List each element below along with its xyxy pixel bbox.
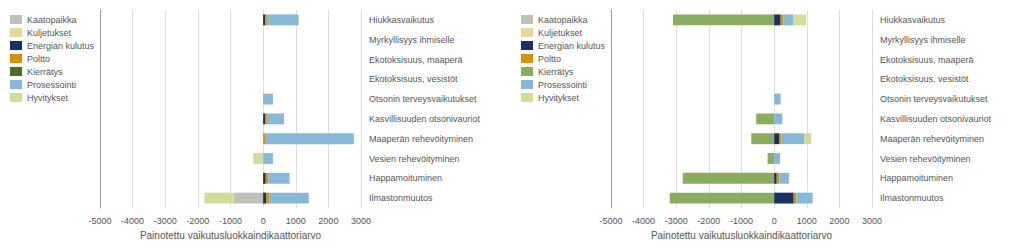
svg-text:Painotettu vaikutusluokkaindik: Painotettu vaikutusluokkaindikaattoriarv…: [651, 230, 833, 241]
svg-text:Kaatopaikka: Kaatopaikka: [27, 15, 77, 25]
svg-text:Hiukkasvaikutus: Hiukkasvaikutus: [880, 15, 946, 25]
svg-text:Ekotoksisuus, vesistöt: Ekotoksisuus, vesistöt: [369, 74, 458, 84]
svg-text:Ilmastonmuutos: Ilmastonmuutos: [369, 193, 433, 203]
svg-text:2000: 2000: [829, 216, 849, 226]
svg-text:Ekotoksisuus, vesistöt: Ekotoksisuus, vesistöt: [880, 74, 969, 84]
svg-text:-3000: -3000: [154, 216, 177, 226]
svg-text:Ekotoksisuus, maaperä: Ekotoksisuus, maaperä: [369, 55, 463, 65]
svg-text:Painotettu vaikutusluokkaindik: Painotettu vaikutusluokkaindikaattoriarv…: [140, 230, 322, 241]
svg-text:Myrkyllisyys ihmiselle: Myrkyllisyys ihmiselle: [880, 35, 966, 45]
svg-text:Kierrätys: Kierrätys: [538, 67, 574, 77]
svg-text:Energian kulutus: Energian kulutus: [538, 41, 606, 51]
svg-text:Kaatopaikka: Kaatopaikka: [538, 15, 588, 25]
svg-text:-5000: -5000: [88, 216, 111, 226]
svg-text:1000: 1000: [286, 216, 306, 226]
svg-text:Kuljetukset: Kuljetukset: [27, 28, 72, 38]
svg-text:Poltto: Poltto: [538, 54, 561, 64]
svg-text:-2000: -2000: [697, 216, 720, 226]
svg-text:Hiukkasvaikutus: Hiukkasvaikutus: [369, 15, 435, 25]
svg-text:3000: 3000: [351, 216, 371, 226]
svg-text:Ilmastonmuutos: Ilmastonmuutos: [880, 193, 944, 203]
svg-text:-3000: -3000: [665, 216, 688, 226]
svg-text:Poltto: Poltto: [27, 54, 50, 64]
svg-text:Kasvillisuuden otsonivauriot: Kasvillisuuden otsonivauriot: [369, 114, 481, 124]
svg-text:-4000: -4000: [632, 216, 655, 226]
svg-text:-1000: -1000: [730, 216, 753, 226]
svg-text:Hyvitykset: Hyvitykset: [27, 93, 69, 103]
svg-text:1000: 1000: [797, 216, 817, 226]
svg-text:Otsonin terveysvaikutukset: Otsonin terveysvaikutukset: [369, 94, 477, 104]
svg-text:Maaperän rehevöityminen: Maaperän rehevöityminen: [880, 134, 984, 144]
svg-text:-1000: -1000: [219, 216, 242, 226]
svg-text:Kasvillisuuden otsonivauriot: Kasvillisuuden otsonivauriot: [880, 114, 992, 124]
svg-text:Hyvitykset: Hyvitykset: [538, 93, 580, 103]
svg-text:Kierrätys: Kierrätys: [27, 67, 63, 77]
svg-text:0: 0: [261, 216, 266, 226]
svg-text:Maaperän rehevöityminen: Maaperän rehevöityminen: [369, 134, 473, 144]
svg-text:Happamoituminen: Happamoituminen: [880, 173, 953, 183]
svg-text:0: 0: [772, 216, 777, 226]
svg-text:Ekotoksisuus, maaperä: Ekotoksisuus, maaperä: [880, 55, 974, 65]
svg-text:-2000: -2000: [186, 216, 209, 226]
svg-text:Myrkyllisyys ihmiselle: Myrkyllisyys ihmiselle: [369, 35, 455, 45]
svg-text:Otsonin terveysvaikutukset: Otsonin terveysvaikutukset: [880, 94, 988, 104]
svg-text:2000: 2000: [318, 216, 338, 226]
svg-text:Vesien rehevöityminen: Vesien rehevöityminen: [369, 154, 460, 164]
svg-text:Kuljetukset: Kuljetukset: [538, 28, 583, 38]
svg-text:Prosessointi: Prosessointi: [27, 80, 76, 90]
svg-text:3000: 3000: [862, 216, 882, 226]
svg-text:Energian kulutus: Energian kulutus: [27, 41, 95, 51]
svg-text:Happamoituminen: Happamoituminen: [369, 173, 442, 183]
svg-text:-5000: -5000: [599, 216, 622, 226]
svg-text:Vesien rehevöityminen: Vesien rehevöityminen: [880, 154, 971, 164]
svg-text:-4000: -4000: [121, 216, 144, 226]
svg-text:Prosessointi: Prosessointi: [538, 80, 587, 90]
